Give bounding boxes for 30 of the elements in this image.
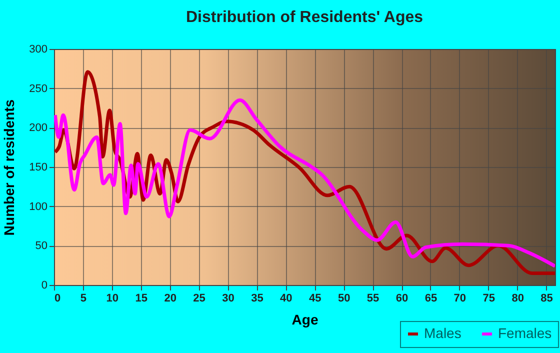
y-tick-label: 50 xyxy=(35,240,48,252)
y-tick-label: 150 xyxy=(29,162,48,174)
y-tick-label: 100 xyxy=(29,200,48,213)
y-tick-label: 0 xyxy=(41,280,48,292)
y-tick-label: 300 xyxy=(29,44,48,56)
x-tick-label: 15 xyxy=(135,292,148,304)
x-tick-label: 5 xyxy=(80,292,87,304)
x-tick-label: 0 xyxy=(54,292,61,304)
x-tick-label: 75 xyxy=(482,292,496,304)
x-tick-label: 60 xyxy=(396,292,408,304)
y-tick-label: 250 xyxy=(29,82,48,95)
x-tick-label: 30 xyxy=(222,292,234,304)
x-tick-label: 50 xyxy=(338,292,350,304)
x-axis-title: Age xyxy=(292,312,318,328)
legend-label: Males xyxy=(424,325,462,341)
x-tick-label: 65 xyxy=(424,292,438,304)
x-tick-label: 25 xyxy=(193,292,206,304)
chart-title: Distribution of Residents' Ages xyxy=(186,9,424,26)
y-tick-label: 200 xyxy=(29,122,48,134)
x-tick-label: 55 xyxy=(366,292,380,304)
x-tick-label: 85 xyxy=(540,292,553,304)
x-tick-label: 40 xyxy=(280,292,292,304)
x-tick-label: 10 xyxy=(106,292,119,304)
x-tick-label: 80 xyxy=(512,292,524,304)
y-axis-title: Number of residents xyxy=(1,99,18,236)
x-tick-label: 20 xyxy=(164,292,176,304)
x-tick-label: 45 xyxy=(309,292,322,304)
x-tick-label: 70 xyxy=(454,292,466,304)
x-tick-label: 35 xyxy=(251,292,264,304)
legend-label: Females xyxy=(498,325,552,341)
